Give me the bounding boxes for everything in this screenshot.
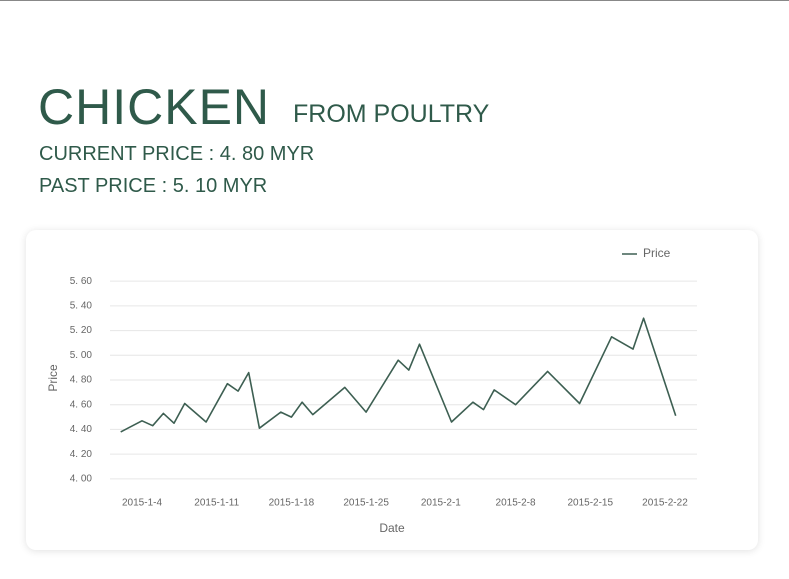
y-tick-label: 5. 20 — [70, 325, 93, 336]
x-tick-label: 2015-2-15 — [567, 498, 613, 509]
x-tick-label: 2015-2-1 — [421, 498, 461, 509]
title: CHICKEN — [38, 79, 271, 135]
x-axis-label: Date — [379, 521, 405, 535]
x-tick-label: 2015-1-11 — [194, 498, 239, 509]
top-border — [0, 0, 789, 1]
chart-card — [26, 230, 758, 550]
x-tick-label: 2015-1-25 — [343, 498, 389, 509]
x-tick-label: 2015-2-22 — [642, 498, 688, 509]
price-line — [120, 317, 677, 433]
y-tick-label: 4. 60 — [70, 399, 93, 410]
y-tick-label: 5. 00 — [70, 350, 93, 361]
subtitle: FROM POULTRY — [293, 100, 490, 128]
y-tick-label: 4. 20 — [70, 449, 93, 460]
x-tick-label: 2015-1-4 — [122, 498, 162, 509]
y-tick-label: 5. 60 — [70, 276, 93, 287]
y-tick-label: 4. 40 — [70, 424, 93, 435]
x-tick-label: 2015-1-18 — [269, 498, 315, 509]
past-price: PAST PRICE : 5. 10 MYR — [39, 175, 268, 197]
current-price: CURRENT PRICE : 4. 80 MYR — [39, 143, 315, 165]
y-axis-label: Price — [46, 364, 60, 392]
y-tick-label: 4. 80 — [70, 375, 93, 386]
y-tick-label: 5. 40 — [70, 301, 93, 312]
legend-label: Price — [643, 246, 671, 260]
x-tick-label: 2015-2-8 — [496, 498, 536, 509]
y-tick-label: 4. 00 — [70, 473, 93, 484]
